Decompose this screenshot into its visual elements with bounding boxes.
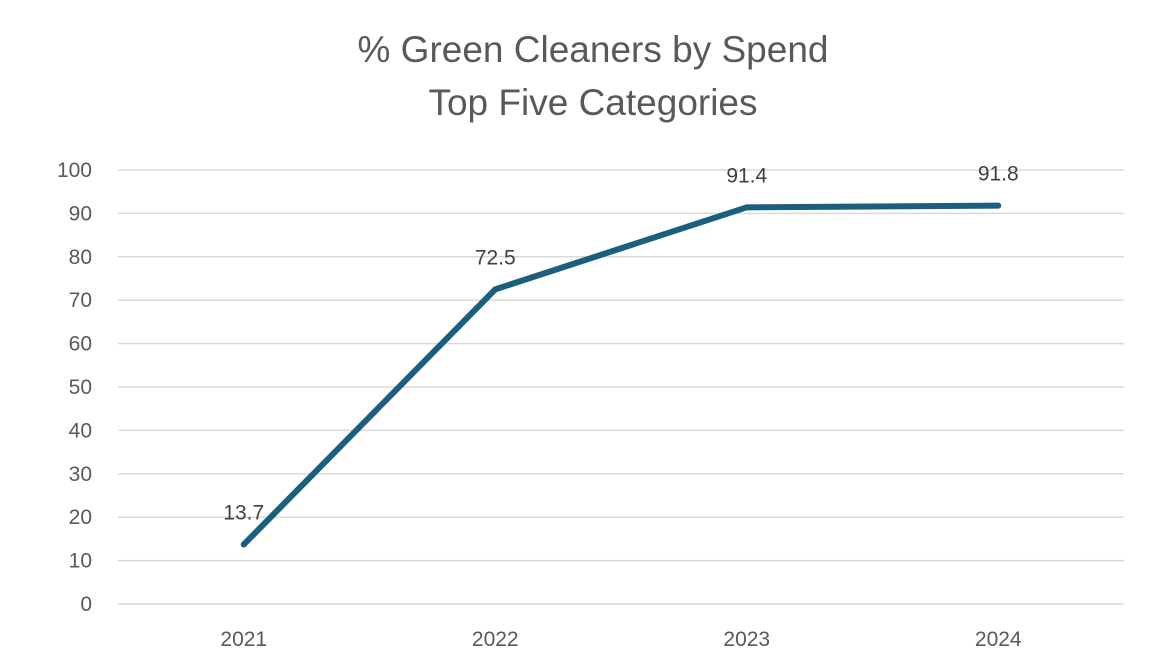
data-labels: 13.7 72.5 91.4 91.8 (223, 163, 1018, 525)
y-tick-label: 80 (69, 246, 92, 269)
x-tick-label: 2021 (220, 628, 267, 651)
data-point (492, 286, 499, 293)
data-label: 13.7 (223, 502, 264, 525)
y-tick-label: 70 (69, 289, 92, 312)
chart-subtitle: Top Five Categories (428, 82, 757, 123)
series-group (240, 202, 1002, 548)
gridlines (118, 169, 1124, 605)
y-tick-label: 0 (80, 593, 92, 616)
chart-title: % Green Cleaners by Spend (358, 29, 829, 70)
y-tick-label: 40 (69, 419, 92, 442)
series-line (241, 202, 999, 547)
data-label: 72.5 (475, 246, 516, 269)
y-axis-ticks: 0 10 20 30 40 50 60 70 80 90 100 (57, 159, 92, 616)
data-point (995, 202, 1002, 209)
data-point (240, 541, 247, 548)
x-tick-label: 2022 (472, 628, 519, 651)
y-tick-label: 90 (69, 202, 92, 225)
y-tick-label: 20 (69, 506, 92, 529)
x-tick-label: 2023 (723, 628, 770, 651)
y-tick-label: 10 (69, 550, 92, 573)
data-label: 91.8 (978, 163, 1019, 186)
y-tick-label: 60 (69, 333, 92, 356)
y-tick-label: 50 (69, 376, 92, 399)
x-tick-label: 2024 (975, 628, 1022, 651)
data-point (743, 204, 750, 211)
y-tick-label: 100 (57, 159, 92, 182)
data-label: 91.4 (726, 164, 767, 187)
y-tick-label: 30 (69, 463, 92, 486)
x-axis-ticks: 2021 2022 2023 2024 (220, 628, 1022, 651)
